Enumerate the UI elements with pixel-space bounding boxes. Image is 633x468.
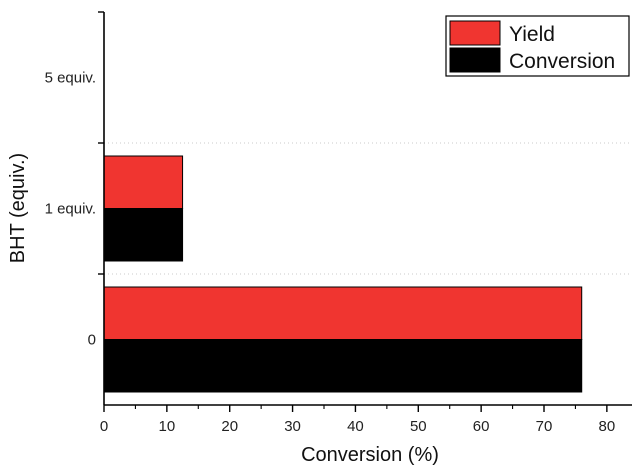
x-tick-label-40: 40 [347, 418, 364, 435]
category-label-0: 0 [88, 332, 96, 349]
bars [103, 155, 583, 393]
y-ticks [98, 11, 104, 275]
bar-yield-0 [103, 286, 583, 340]
x-tick-label-60: 60 [473, 418, 490, 435]
x-tick-label-80: 80 [599, 418, 616, 435]
category-labels: 0 1 equiv. 5 equiv. [45, 70, 96, 349]
bar-conversion-0 [103, 339, 583, 393]
category-label-2: 5 equiv. [45, 70, 96, 87]
y-axis-title: BHT (equiv.) [7, 153, 29, 263]
legend: Yield Conversion [445, 15, 630, 77]
x-tick-label-20: 20 [221, 418, 238, 435]
x-tick-label-30: 30 [284, 418, 301, 435]
x-tick-label-0: 0 [100, 418, 108, 435]
bar-conversion-1 [103, 208, 184, 262]
category-separators [104, 142, 632, 275]
x-axis-title: Conversion (%) [301, 444, 439, 466]
x-tick-label-70: 70 [536, 418, 553, 435]
bar-yield-1 [103, 155, 184, 209]
legend-swatch-yield [449, 20, 501, 46]
x-tick-label-10: 10 [159, 418, 176, 435]
legend-label-conversion: Conversion [509, 50, 615, 73]
legend-label-yield: Yield [509, 23, 555, 46]
x-ticks: 0 10 20 30 40 50 60 70 80 [100, 405, 615, 435]
legend-swatch-conversion [449, 47, 501, 73]
category-label-1: 1 equiv. [45, 201, 96, 218]
x-tick-label-50: 50 [410, 418, 427, 435]
